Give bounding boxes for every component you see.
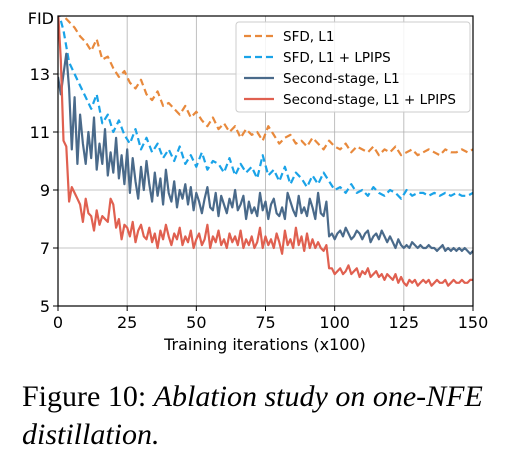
legend-label-1: SFD, L1 bbox=[283, 29, 334, 45]
x-tick-label: 150 bbox=[458, 313, 489, 332]
x-tick-label: 75 bbox=[255, 313, 275, 332]
legend-label-4: Second-stage, L1 + LPIPS bbox=[283, 92, 456, 108]
legend-label-3: Second-stage, L1 bbox=[283, 71, 400, 87]
caption-text: Ablation study on one-NFE distillation. bbox=[22, 380, 483, 451]
x-tick-label: 100 bbox=[319, 313, 350, 332]
caption-label: Figure 10: bbox=[22, 380, 147, 413]
figure-caption: Figure 10: Ablation study on one-NFE dis… bbox=[22, 378, 502, 454]
y-tick-label: 11 bbox=[30, 123, 50, 142]
x-tick-label: 25 bbox=[117, 313, 137, 332]
series-line-3 bbox=[58, 52, 473, 255]
y-axis-label: FID bbox=[28, 9, 54, 28]
ticks: 0 25 50 75 100 125 150 5 7 9 11 13 bbox=[30, 65, 489, 332]
y-tick-label: 5 bbox=[40, 297, 50, 316]
x-tick-label: 50 bbox=[186, 313, 206, 332]
series-line-2 bbox=[58, 16, 473, 200]
chart-figure: 0 25 50 75 100 125 150 5 7 9 11 13 FID Training ite… bbox=[28, 9, 489, 354]
y-tick-label: 9 bbox=[40, 181, 50, 200]
legend-box bbox=[235, 21, 471, 113]
legend-label-2: SFD, L1 + LPIPS bbox=[283, 50, 391, 66]
x-tick-label: 0 bbox=[53, 313, 63, 332]
y-tick-label: 7 bbox=[40, 239, 50, 258]
x-axis-label: Training iterations (x100) bbox=[163, 335, 366, 354]
x-tick-label: 125 bbox=[389, 313, 420, 332]
series-lines bbox=[58, 16, 473, 287]
legend: SFD, L1 SFD, L1 + LPIPS Second-stage, L1 Se… bbox=[235, 21, 471, 113]
y-tick-label: 13 bbox=[30, 65, 50, 84]
series-line-4 bbox=[58, 16, 473, 287]
